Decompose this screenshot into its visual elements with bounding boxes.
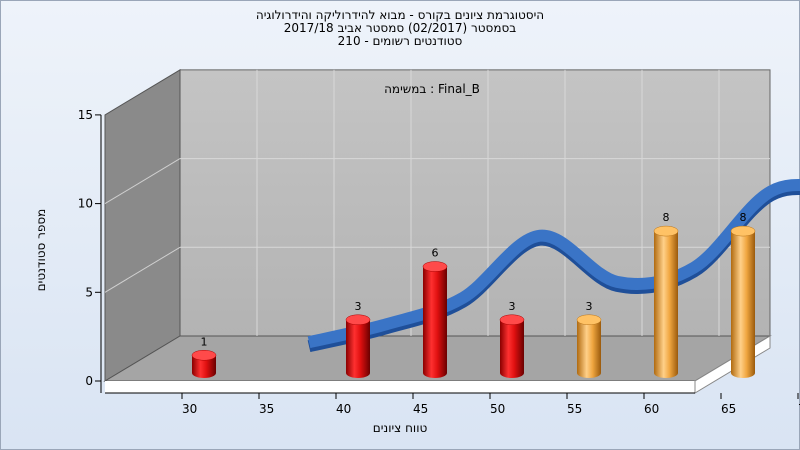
bar-body (346, 319, 370, 378)
bar-body (423, 266, 447, 378)
y-tick-label: 5 (85, 285, 93, 299)
bar-value-label: 1 (201, 335, 208, 348)
chart-title: היסטוגרמת ציונים בקורס - מבוא להידרוליקה… (0, 9, 800, 48)
bar-body (731, 231, 755, 378)
grid-line-side (104, 246, 181, 293)
title-line-1: היסטוגרמת ציונים בקורס - מבוא להידרוליקה… (255, 8, 545, 22)
bar-value-label: 8 (663, 211, 670, 224)
x-tick-label: 65 (721, 402, 736, 416)
bar-value-label: 3 (355, 300, 362, 313)
x-tick-label: 70 (798, 402, 800, 416)
bar-top (191, 350, 217, 361)
bar-top (499, 314, 525, 326)
bar-top (345, 314, 371, 326)
side-wall (104, 69, 181, 382)
bar-top (576, 314, 602, 326)
title-line-3: סטודנטים רשומים - 210 (337, 34, 463, 48)
x-tick-label: 45 (413, 402, 428, 416)
bar-45 (422, 261, 448, 378)
chart-subtitle: במשימה : Final_B (384, 82, 480, 96)
bar-55 (576, 314, 602, 378)
bar-value-label: 6 (432, 247, 439, 260)
distribution-curve (307, 179, 800, 348)
x-tick-label: 35 (259, 402, 274, 416)
bar-top (422, 261, 448, 272)
grid-line-side (104, 158, 181, 205)
bar-value-label: 3 (509, 300, 516, 313)
title-line-2: בסמסטר (02/2017) סמסטר אביב 2017/18 (283, 21, 517, 35)
y-tick-label: 15 (78, 108, 93, 122)
bar-30 (191, 350, 217, 378)
x-tick-label: 60 (644, 402, 659, 416)
x-axis-title: טווח ציונים (373, 421, 428, 435)
bar-body (577, 319, 601, 378)
bar-40 (345, 314, 371, 378)
x-tick-label: 30 (182, 402, 197, 416)
bar-value-label: 3 (586, 300, 593, 313)
bar-top (653, 225, 679, 237)
bar-body (500, 319, 524, 378)
bar-value-label: 8 (740, 211, 747, 224)
y-tick-label: 10 (78, 197, 93, 211)
bar-60 (653, 225, 679, 378)
floor-front-edge (105, 381, 695, 393)
bar-50 (499, 314, 525, 378)
x-tick-label: 40 (336, 402, 351, 416)
y-tick-label: 0 (85, 374, 93, 388)
bar-body (654, 231, 678, 378)
bar-body (192, 355, 216, 378)
bar-top (730, 225, 756, 237)
x-tick-label: 50 (490, 402, 505, 416)
y-axis-title: מספר סטודנטים (34, 209, 48, 292)
x-tick-label: 55 (567, 402, 582, 416)
bar-65 (730, 225, 756, 378)
